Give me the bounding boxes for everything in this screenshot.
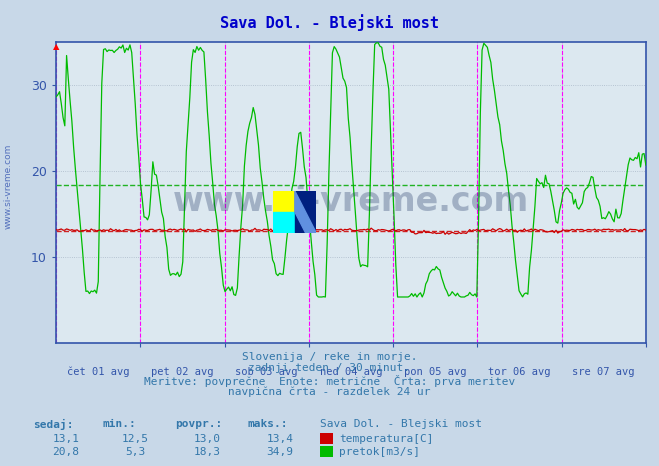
Text: 34,9: 34,9 bbox=[267, 447, 293, 457]
Text: sre 07 avg: sre 07 avg bbox=[573, 367, 635, 377]
Text: pretok[m3/s]: pretok[m3/s] bbox=[339, 447, 420, 457]
Text: ned 04 avg: ned 04 avg bbox=[320, 367, 382, 377]
Text: temperatura[C]: temperatura[C] bbox=[339, 434, 434, 444]
Text: www.si-vreme.com: www.si-vreme.com bbox=[173, 185, 529, 218]
Text: 13,1: 13,1 bbox=[53, 434, 79, 444]
Text: Slovenija / reke in morje.: Slovenija / reke in morje. bbox=[242, 352, 417, 362]
Text: Sava Dol. - Blejski most: Sava Dol. - Blejski most bbox=[320, 419, 482, 429]
Text: povpr.:: povpr.: bbox=[175, 419, 222, 429]
Text: sob 03 avg: sob 03 avg bbox=[235, 367, 298, 377]
Text: tor 06 avg: tor 06 avg bbox=[488, 367, 551, 377]
Text: min.:: min.: bbox=[102, 419, 136, 429]
Bar bbox=[273, 212, 295, 233]
Bar bbox=[273, 191, 295, 212]
Text: 5,3: 5,3 bbox=[125, 447, 145, 457]
Polygon shape bbox=[295, 191, 316, 233]
Text: navpična črta - razdelek 24 ur: navpična črta - razdelek 24 ur bbox=[228, 387, 431, 397]
Text: 12,5: 12,5 bbox=[122, 434, 148, 444]
Text: Meritve: povprečne  Enote: metrične  Črta: prva meritev: Meritve: povprečne Enote: metrične Črta:… bbox=[144, 375, 515, 387]
Text: 20,8: 20,8 bbox=[53, 447, 79, 457]
Text: čet 01 avg: čet 01 avg bbox=[67, 367, 129, 377]
Text: 18,3: 18,3 bbox=[194, 447, 221, 457]
Text: zadnji teden / 30 minut.: zadnji teden / 30 minut. bbox=[248, 363, 411, 373]
Text: 13,0: 13,0 bbox=[194, 434, 221, 444]
Text: Sava Dol. - Blejski most: Sava Dol. - Blejski most bbox=[220, 14, 439, 31]
Bar bbox=[295, 191, 316, 233]
Text: www.si-vreme.com: www.si-vreme.com bbox=[4, 144, 13, 229]
Text: pon 05 avg: pon 05 avg bbox=[404, 367, 467, 377]
Text: pet 02 avg: pet 02 avg bbox=[151, 367, 214, 377]
Text: 13,4: 13,4 bbox=[267, 434, 293, 444]
Text: ▲: ▲ bbox=[53, 42, 59, 51]
Text: sedaj:: sedaj: bbox=[33, 419, 73, 431]
Text: maks.:: maks.: bbox=[247, 419, 287, 429]
